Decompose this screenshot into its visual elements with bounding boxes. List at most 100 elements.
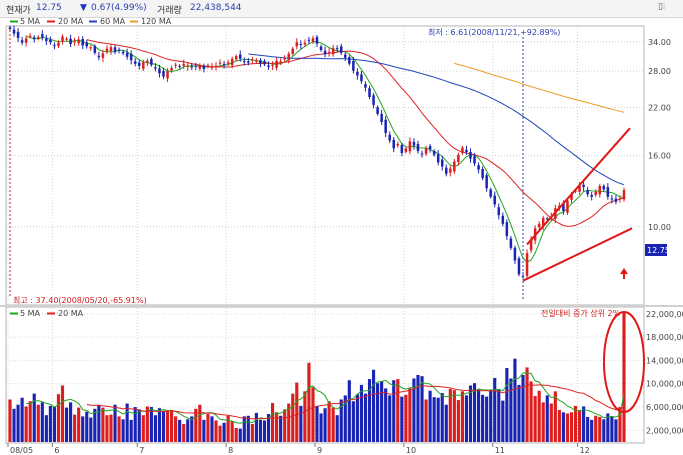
candle-body <box>113 47 117 52</box>
volume-bar <box>145 406 149 442</box>
price-tick-label: 34.00 <box>648 38 671 47</box>
volume-bar <box>343 395 347 442</box>
candle-body <box>307 39 311 41</box>
volume-bar <box>408 388 412 442</box>
volume-bar <box>137 409 141 442</box>
volume-bar <box>517 384 521 442</box>
candle-body <box>319 46 323 51</box>
volume-bar <box>153 415 157 442</box>
volume-bar <box>481 394 485 442</box>
candle-body <box>85 42 89 47</box>
x-tick-label: 7 <box>139 446 144 455</box>
volume-bar <box>283 409 287 442</box>
candle-body <box>473 156 476 164</box>
volume-tick-label: 22,000,000 <box>646 310 683 319</box>
candle-body <box>166 71 169 79</box>
candle-body <box>537 223 541 228</box>
price-panel-frame <box>5 25 645 306</box>
volume-bar <box>363 393 368 442</box>
volume-bar <box>222 422 226 442</box>
candle-body <box>259 60 262 64</box>
candle-body <box>315 37 319 44</box>
volume-bar <box>513 358 517 442</box>
candle-body <box>12 29 16 34</box>
x-tick-label: 08/05 <box>10 446 33 455</box>
volume-bar <box>299 405 303 442</box>
volume-bar <box>125 403 129 442</box>
candle-body <box>89 47 93 49</box>
volume-bar <box>129 419 133 442</box>
current-price-tag <box>645 244 667 256</box>
candle-body <box>311 38 315 42</box>
volume-bar <box>404 394 408 442</box>
ma60-line <box>248 53 625 186</box>
candle-body <box>150 58 153 65</box>
grip-icon: ▯⦙ <box>658 2 665 12</box>
volume-bar <box>109 414 113 442</box>
volume-bar <box>331 407 335 442</box>
candle-body <box>485 175 488 189</box>
volume-bar <box>258 419 263 442</box>
volume-bar <box>464 395 469 442</box>
volume-bar <box>577 409 582 442</box>
legend-ma5-label: 5 MA <box>20 17 41 26</box>
legend-ma20-label: 20 MA <box>58 17 84 26</box>
volume-bar <box>541 402 545 442</box>
candle-body <box>614 198 618 202</box>
candle-body <box>133 61 137 64</box>
candle-body <box>545 218 549 220</box>
volume-bar <box>493 377 497 442</box>
candle-body <box>142 62 145 69</box>
volume-bar <box>218 425 222 442</box>
volume-tick-label: 10,000,000 <box>646 380 683 389</box>
candle-body <box>93 46 97 53</box>
volume-bar <box>64 407 69 442</box>
volume-bar <box>610 416 614 442</box>
volume-tick-label: 2,000,000 <box>646 426 683 435</box>
candle-body <box>194 65 198 67</box>
volume-bar <box>270 402 275 442</box>
candle-body <box>109 47 113 51</box>
volume-bar <box>32 393 36 442</box>
volume-bar <box>97 405 101 442</box>
volume-bar <box>121 419 125 442</box>
candle-body <box>481 169 484 179</box>
volume-bar <box>186 419 190 442</box>
volume-bar <box>347 380 351 442</box>
volume-bar <box>101 407 105 442</box>
candle-body <box>97 55 101 58</box>
candle-body <box>570 194 573 200</box>
candle-body <box>501 215 505 224</box>
volume-annotation: 전일대비 증가 상위 2% <box>541 308 621 318</box>
volume-bar <box>295 382 299 442</box>
candle-body <box>453 161 456 172</box>
volume-bar <box>113 404 117 442</box>
volume-bar <box>485 396 489 442</box>
volume-bar <box>525 367 529 442</box>
volume-bar <box>24 406 28 442</box>
volume-bar <box>440 393 444 442</box>
volume-bar <box>238 428 242 442</box>
volume-bar <box>412 378 416 442</box>
volume-tick-label: 14,000,000 <box>646 356 683 365</box>
volume-bar <box>206 414 210 442</box>
volume-bar <box>497 388 501 442</box>
volume-bar <box>380 381 384 442</box>
volume-bar <box>315 405 319 442</box>
volume-bar <box>384 388 388 442</box>
support-trendline <box>522 227 633 282</box>
candle-body <box>339 46 343 53</box>
candle-body <box>513 247 517 261</box>
volume-bar <box>477 389 481 442</box>
volume-tick-label: 6,000,000 <box>646 403 683 412</box>
panel-handle[interactable]: ▯⦙ <box>645 0 683 18</box>
volume-bar <box>93 408 97 442</box>
volume-bar <box>157 408 162 442</box>
candle-body <box>299 44 303 46</box>
candle-body <box>380 113 383 123</box>
change-down-icon: ▼ <box>80 3 87 13</box>
candle-body <box>198 65 202 69</box>
volume-bar <box>371 369 376 442</box>
volume-bar <box>16 404 20 442</box>
volume-bar <box>339 399 343 442</box>
